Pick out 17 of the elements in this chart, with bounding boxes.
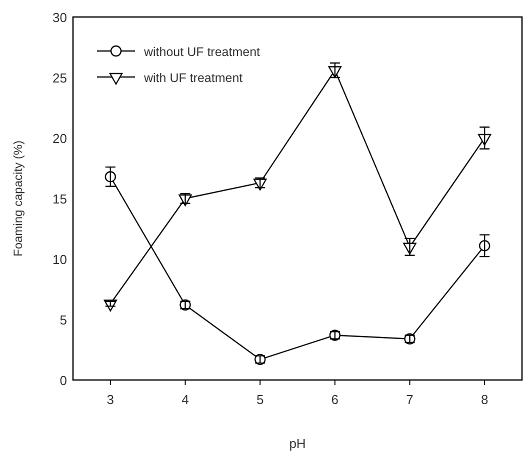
y-tick-label: 15: [52, 192, 67, 206]
x-tick-label: 7: [406, 392, 414, 407]
y-tick-label: 0: [60, 373, 67, 388]
x-tick-label: 4: [182, 392, 189, 407]
x-tick-label: 3: [106, 392, 114, 407]
legend-label: without UF treatment: [143, 45, 261, 59]
legend-label: with UF treatment: [143, 71, 244, 85]
y-axis-title: Foaming capacity (%): [11, 140, 25, 257]
x-tick-label: 8: [480, 392, 488, 407]
y-tick-label: 10: [52, 252, 67, 267]
x-axis-title: pH: [289, 436, 306, 451]
x-tick-label: 6: [331, 392, 339, 407]
y-tick-label: 30: [52, 10, 67, 25]
y-tick-label: 5: [60, 312, 67, 328]
y-tick-label: 25: [52, 70, 67, 86]
x-tick-label: 5: [256, 392, 264, 407]
y-tick-label: 20: [52, 131, 67, 146]
